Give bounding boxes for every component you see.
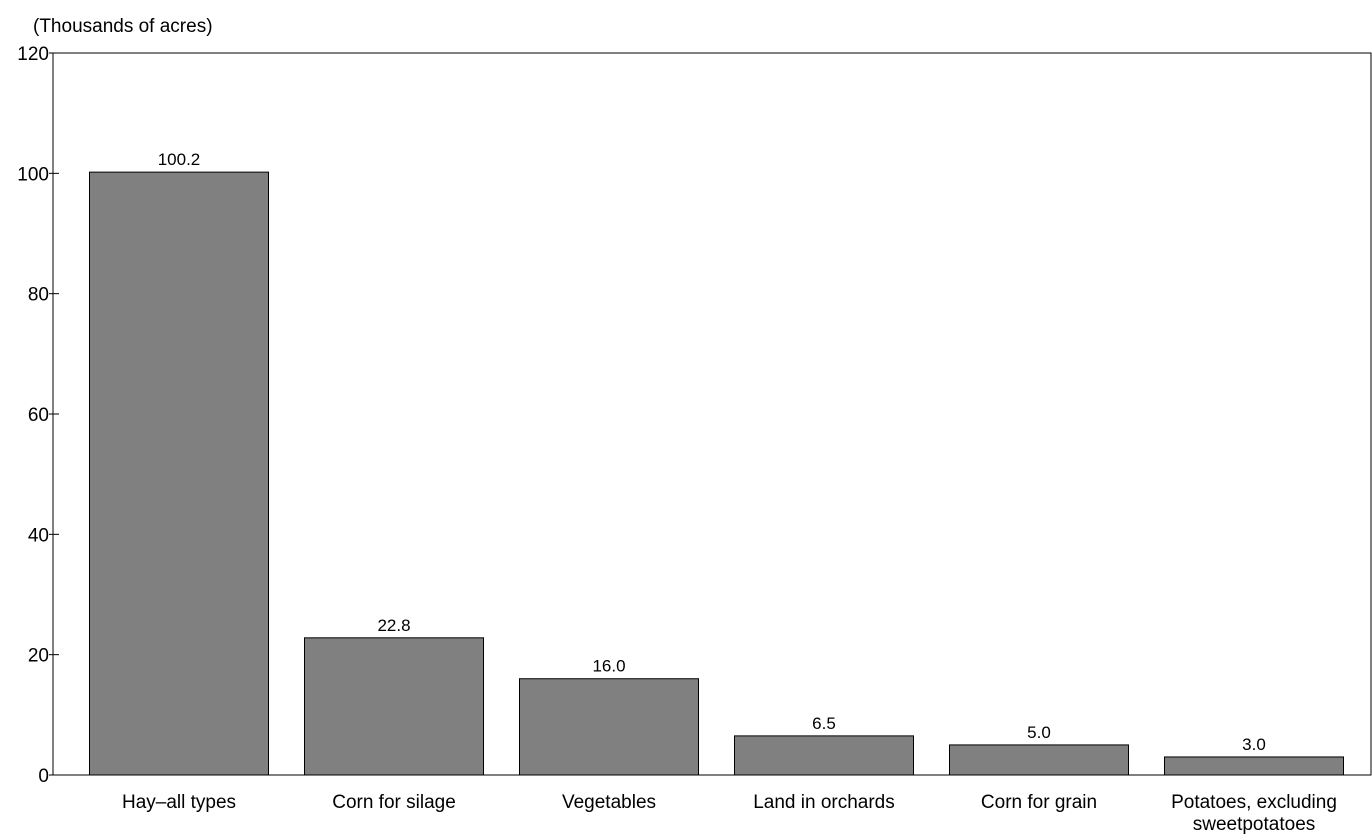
y-tick-label: 20 [28,646,49,667]
category-label: Vegetables [562,792,656,813]
bar [519,678,699,776]
y-axis: 0 20 40 60 80 100 120 [17,44,59,787]
bars: 100.2 22.8 16.0 6.5 5.0 3.0 [89,150,1344,776]
category-label: Land in orchards [753,792,895,813]
bar-value-label: 5.0 [1027,723,1051,742]
category-label: Corn for grain [981,792,1097,813]
bar [949,744,1129,776]
category-label: Corn for silage [332,792,456,813]
bar [304,637,484,776]
x-axis: Hay–all types Corn for silage Vegetables La… [122,792,1337,835]
category-label: Hay–all types [122,792,236,813]
bar [1164,756,1344,776]
y-axis-unit-label: (Thousands of acres) [33,16,213,37]
y-tick-label: 80 [28,285,49,306]
bar [734,735,914,776]
bar-value-label: 3.0 [1242,735,1266,754]
category-label: Potatoes, excluding [1171,792,1337,813]
bar [89,171,269,776]
y-tick-label: 40 [28,525,49,546]
bar-value-label: 16.0 [592,657,625,676]
y-tick-label: 100 [17,164,49,185]
y-tick-label: 120 [17,44,49,65]
bar-value-label: 22.8 [377,616,410,635]
y-tick-label: 60 [28,405,49,426]
category-label: sweetpotatoes [1193,814,1316,835]
y-tick-label: 0 [38,766,49,787]
bar-value-label: 100.2 [158,150,201,169]
bar-value-label: 6.5 [812,714,836,733]
